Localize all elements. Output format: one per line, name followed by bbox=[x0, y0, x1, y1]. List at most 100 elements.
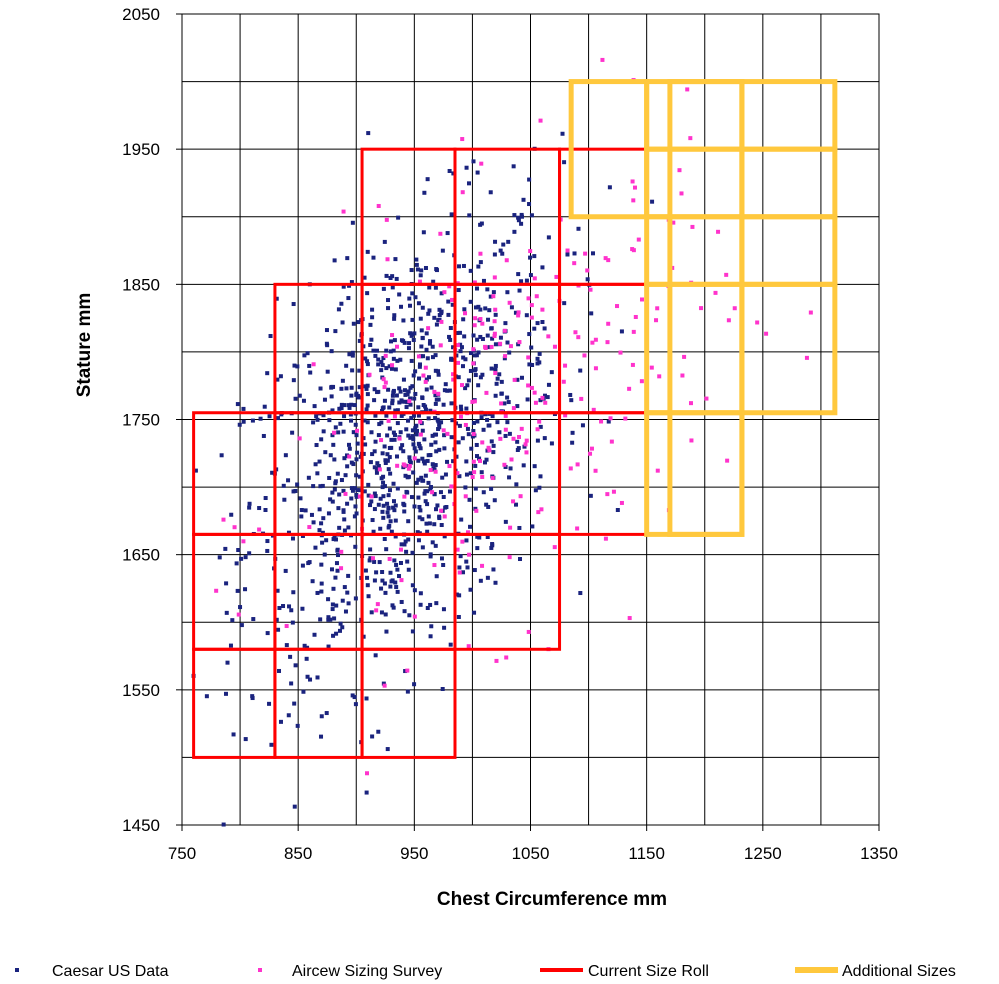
scatter-point bbox=[425, 458, 430, 463]
scatter-point bbox=[540, 320, 545, 325]
scatter-point bbox=[448, 326, 453, 331]
scatter-point bbox=[388, 570, 393, 575]
scatter-point bbox=[538, 398, 543, 403]
scatter-point bbox=[393, 534, 398, 539]
scatter-point bbox=[376, 463, 381, 468]
scatter-point bbox=[418, 508, 423, 513]
scatter-point bbox=[406, 519, 411, 524]
scatter-point bbox=[344, 453, 349, 458]
scatter-point bbox=[357, 494, 362, 499]
scatter-point bbox=[374, 470, 379, 475]
scatter-point bbox=[429, 385, 434, 390]
scatter-point bbox=[333, 481, 338, 486]
scatter-point bbox=[317, 507, 322, 512]
scatter-point bbox=[432, 522, 437, 527]
scatter-point bbox=[392, 313, 397, 318]
scatter-point bbox=[363, 356, 368, 361]
scatter-point bbox=[450, 297, 455, 302]
scatter-point bbox=[376, 433, 381, 438]
scatter-point bbox=[267, 414, 272, 419]
scatter-point bbox=[284, 643, 289, 648]
x-tick-label: 750 bbox=[168, 844, 196, 863]
scatter-point bbox=[388, 471, 393, 476]
scatter-point bbox=[493, 367, 498, 372]
scatter-point bbox=[385, 452, 390, 457]
scatter-point bbox=[330, 607, 335, 612]
scatter-point bbox=[476, 350, 481, 355]
scatter-point bbox=[388, 275, 393, 280]
scatter-point bbox=[417, 504, 422, 509]
scatter-point bbox=[402, 503, 407, 508]
scatter-point bbox=[376, 203, 381, 208]
scatter-point bbox=[391, 505, 396, 510]
scatter-point bbox=[474, 353, 479, 358]
scatter-point bbox=[490, 336, 495, 341]
scatter-point bbox=[426, 326, 431, 331]
scatter-point bbox=[392, 508, 397, 513]
scatter-point bbox=[489, 486, 494, 491]
scatter-point bbox=[339, 549, 344, 554]
scatter-point bbox=[390, 603, 395, 608]
scatter-point bbox=[575, 526, 580, 531]
scatter-point bbox=[293, 488, 298, 493]
scatter-point bbox=[606, 419, 611, 424]
scatter-point bbox=[449, 401, 454, 406]
scatter-point bbox=[442, 433, 447, 438]
scatter-point bbox=[516, 434, 521, 439]
scatter-point bbox=[370, 452, 375, 457]
scatter-point bbox=[402, 542, 407, 547]
scatter-point bbox=[375, 602, 380, 607]
scatter-point bbox=[318, 386, 323, 391]
scatter-point bbox=[406, 466, 411, 471]
scatter-point bbox=[413, 369, 418, 374]
scatter-point bbox=[301, 398, 306, 403]
scatter-point bbox=[324, 538, 329, 543]
scatter-point bbox=[381, 515, 386, 520]
scatter-point bbox=[383, 461, 388, 466]
scatter-point bbox=[347, 446, 352, 451]
scatter-point bbox=[332, 616, 337, 621]
scatter-point bbox=[397, 436, 402, 441]
scatter-point bbox=[432, 432, 437, 437]
scatter-point bbox=[460, 436, 465, 441]
scatter-point bbox=[532, 254, 537, 259]
scatter-point bbox=[493, 580, 498, 585]
scatter-point bbox=[292, 701, 297, 706]
scatter-point bbox=[392, 432, 397, 437]
scatter-point bbox=[372, 559, 377, 564]
scatter-point bbox=[404, 489, 409, 494]
scatter-point bbox=[493, 239, 498, 244]
scatter-point bbox=[351, 430, 356, 435]
scatter-point bbox=[370, 556, 375, 561]
scatter-point bbox=[485, 535, 490, 540]
scatter-point bbox=[382, 398, 387, 403]
scatter-point bbox=[321, 516, 326, 521]
scatter-point bbox=[328, 453, 333, 458]
scatter-point bbox=[384, 217, 389, 222]
scatter-point bbox=[299, 508, 304, 513]
scatter-point bbox=[331, 537, 336, 542]
scatter-point bbox=[387, 364, 392, 369]
scatter-point bbox=[436, 419, 441, 424]
scatter-point bbox=[383, 590, 388, 595]
scatter-point bbox=[439, 556, 444, 561]
scatter-point bbox=[392, 338, 397, 343]
scatter-point bbox=[376, 357, 381, 362]
scatter-point bbox=[351, 462, 356, 467]
scatter-point bbox=[390, 393, 395, 398]
scatter-point bbox=[392, 437, 397, 442]
scatter-point bbox=[494, 381, 499, 386]
scatter-point bbox=[339, 566, 344, 571]
scatter-point bbox=[300, 606, 305, 611]
scatter-point bbox=[630, 179, 635, 184]
scatter-point bbox=[370, 307, 375, 312]
scatter-point bbox=[377, 467, 382, 472]
scatter-point bbox=[330, 602, 335, 607]
scatter-point bbox=[373, 494, 378, 499]
scatter-point bbox=[389, 366, 394, 371]
scatter-point bbox=[578, 591, 583, 596]
scatter-point bbox=[526, 296, 531, 301]
scatter-point bbox=[426, 480, 431, 485]
scatter-point bbox=[353, 504, 358, 509]
scatter-point bbox=[447, 489, 452, 494]
